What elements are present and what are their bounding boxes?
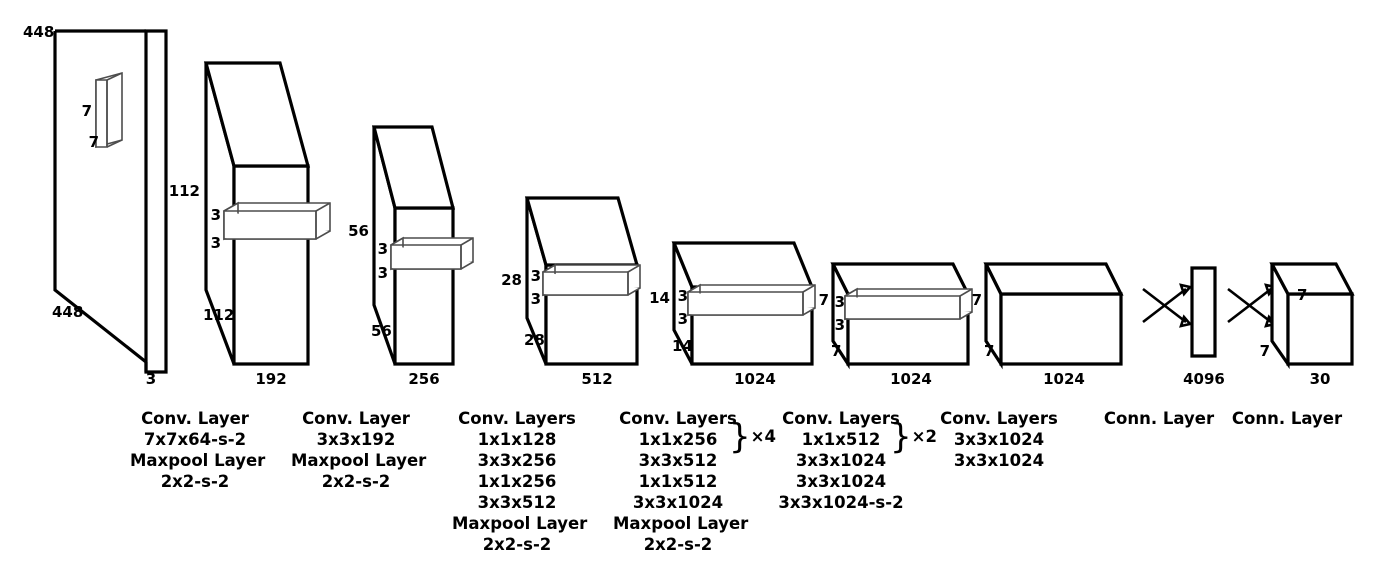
stage-6-line-1: 3x3x1024 xyxy=(953,430,1045,449)
volume-1-depth-label: 112 xyxy=(203,306,234,324)
stage-5-line-0: Conv. Layers xyxy=(782,409,900,428)
volume-1-height-label: 112 xyxy=(169,182,200,200)
volume-5-kernel-h-label: 3 xyxy=(835,293,845,311)
stage-5-line-2: 3x3x1024 xyxy=(795,451,887,470)
volume-5-channels-label: 1024 xyxy=(890,370,932,388)
volume-2-kernel-h-label: 3 xyxy=(378,240,388,258)
connection-arrows-2 xyxy=(1227,283,1278,328)
stage-5-line-3: 3x3x1024 xyxy=(795,472,887,491)
volume-6-depth-label: 7 xyxy=(984,342,994,360)
volume-4-kernel-3x3 xyxy=(686,283,816,317)
volume-3-kernel-3x3 xyxy=(541,263,641,297)
stage-6-caption: Conv. Layers 3x3x1024 3x3x1024 xyxy=(934,408,1064,471)
stage-4-line-5: Maxpool Layer xyxy=(613,514,749,533)
stage-1-line-2: Maxpool Layer xyxy=(130,451,266,470)
stage-2-line-2: Maxpool Layer xyxy=(291,451,427,470)
volume-4-kernel-h-label: 3 xyxy=(678,287,688,305)
stage-4-line-6: 2x2-s-2 xyxy=(643,535,713,554)
stage-3-line-2: 3x3x256 xyxy=(477,451,557,470)
volume-1-kernel-h-label: 3 xyxy=(211,206,221,224)
stage-4-line-1: 1x1x256 xyxy=(638,430,718,449)
volume-4-height-label: 14 xyxy=(649,289,670,307)
output-tensor-box xyxy=(1269,262,1355,370)
volume-4-channels-label: 1024 xyxy=(734,370,776,388)
volume-1-channels-label: 192 xyxy=(255,370,286,388)
connection-arrows-1 xyxy=(1142,283,1193,328)
stage-8-line-0: Conn. Layer xyxy=(1231,409,1343,428)
volume-6-channels-label: 1024 xyxy=(1043,370,1085,388)
volume-2-height-label: 56 xyxy=(348,222,369,240)
stage-1-line-3: 2x2-s-2 xyxy=(160,472,230,491)
stage-5-line-4: 3x3x1024-s-2 xyxy=(778,493,904,512)
volume-5-height-label: 7 xyxy=(819,291,829,309)
stage-3-line-1: 1x1x128 xyxy=(477,430,557,449)
volume-3-height-label: 28 xyxy=(501,271,522,289)
stage-4-brace-icon: } xyxy=(729,417,751,457)
stage-3-line-6: 2x2-s-2 xyxy=(482,535,552,554)
input-depth-label: 448 xyxy=(52,303,83,321)
input-height-label: 448 xyxy=(23,23,54,41)
stage-7-line-0: Conn. Layer xyxy=(1103,409,1215,428)
input-channels-label: 3 xyxy=(146,370,156,388)
stage-4-line-0: Conv. Layers xyxy=(619,409,737,428)
stage-4-repeat-group: }×4 xyxy=(729,420,776,454)
stage-6-line-0: Conv. Layers xyxy=(940,409,1058,428)
stage-5-repeat-label: ×2 xyxy=(911,427,937,446)
stage-7-caption: Conn. Layer xyxy=(1094,408,1224,429)
input-volume xyxy=(53,29,168,374)
input-kernel-h-label: 7 xyxy=(82,102,92,120)
volume-5-kernel-w-label: 3 xyxy=(835,316,845,334)
stage-3-line-4: 3x3x512 xyxy=(477,493,557,512)
stage-4-line-2: 3x3x512 xyxy=(638,451,718,470)
volume-3-kernel-h-label: 3 xyxy=(531,267,541,285)
fc-4096-bar xyxy=(1190,266,1217,358)
fc-4096-label: 4096 xyxy=(1183,370,1225,388)
stage-5-brace-icon: } xyxy=(890,417,912,457)
volume-2-depth-label: 56 xyxy=(371,322,392,340)
stage-2-line-3: 2x2-s-2 xyxy=(321,472,391,491)
stage-5-caption: Conv. Layers 1x1x512 3x3x1024 3x3x1024 3… xyxy=(776,408,906,513)
stage-3-line-3: 1x1x256 xyxy=(477,472,557,491)
stage-6-line-2: 3x3x1024 xyxy=(953,451,1045,470)
stage-1-line-0: Conv. Layer xyxy=(141,409,249,428)
stage-3-caption: Conv. Layers 1x1x128 3x3x256 1x1x256 3x3… xyxy=(452,408,588,555)
stage-4-line-4: 3x3x1024 xyxy=(632,493,724,512)
volume-1-kernel-w-label: 3 xyxy=(211,234,221,252)
volume-1-kernel-3x3 xyxy=(222,201,331,241)
volume-5-depth-label: 7 xyxy=(831,342,841,360)
volume-4-kernel-w-label: 3 xyxy=(678,310,688,328)
volume-3-depth-label: 28 xyxy=(524,331,545,349)
volume-3-kernel-w-label: 3 xyxy=(531,290,541,308)
stage-1-line-1: 7x7x64-s-2 xyxy=(143,430,247,449)
stage-3-line-0: Conv. Layers xyxy=(458,409,576,428)
output-depth-label: 7 xyxy=(1260,342,1270,360)
stage-4-caption: Conv. Layers 1x1x256 3x3x512 1x1x512 3x3… xyxy=(613,408,749,555)
output-height-label: 7 xyxy=(1297,286,1307,304)
stage-4-repeat-label: ×4 xyxy=(750,427,776,446)
volume-5-kernel-3x3 xyxy=(843,287,973,321)
stage-2-caption: Conv. Layer 3x3x192 Maxpool Layer 2x2-s-… xyxy=(291,408,427,492)
stage-1-caption: Conv. Layer 7x7x64-s-2 Maxpool Layer 2x2… xyxy=(130,408,266,492)
volume-4-depth-label: 14 xyxy=(672,337,693,355)
output-channels-label: 30 xyxy=(1310,370,1331,388)
input-kernel-w-label: 7 xyxy=(89,133,99,151)
stage-2-line-0: Conv. Layer xyxy=(302,409,410,428)
stage-5-repeat-group: }×2 xyxy=(890,420,937,454)
volume-2-channels-label: 256 xyxy=(408,370,439,388)
volume-3-channels-label: 512 xyxy=(581,370,612,388)
stage-3-line-5: Maxpool Layer xyxy=(452,514,588,533)
stage-8-caption: Conn. Layer xyxy=(1222,408,1352,429)
stage-5-line-1: 1x1x512 xyxy=(801,430,881,449)
volume-6-height-label: 7 xyxy=(972,291,982,309)
volume-2-kernel-3x3 xyxy=(389,236,474,271)
volume-2-kernel-w-label: 3 xyxy=(378,264,388,282)
stage-4-line-3: 1x1x512 xyxy=(638,472,718,491)
stage-2-line-1: 3x3x192 xyxy=(316,430,396,449)
input-kernel-7x7 xyxy=(95,71,123,149)
volume-6-box xyxy=(983,262,1124,370)
